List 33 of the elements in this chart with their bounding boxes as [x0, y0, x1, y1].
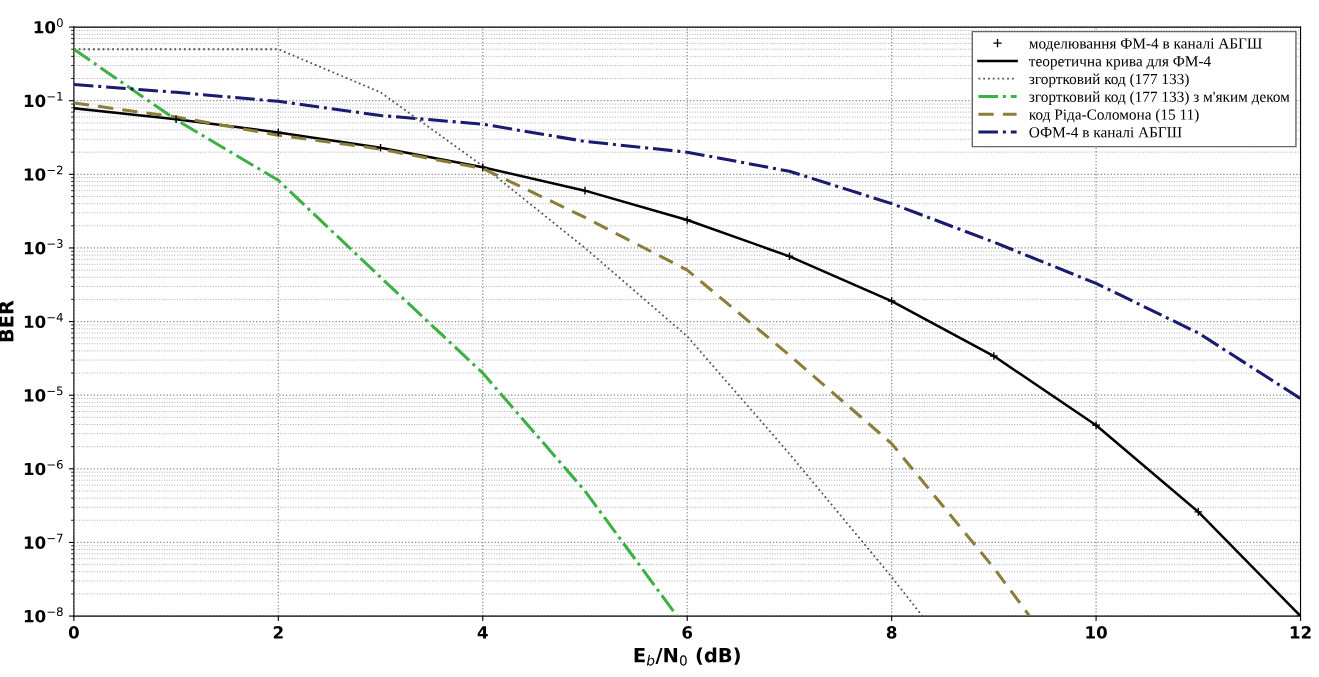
y-tick-label: 10$^{−1}$: [24, 92, 63, 108]
x-tick-label: 2: [273, 626, 283, 639]
y-tick-label: 10$^{−3}$: [24, 239, 63, 255]
y-tick-label: 10$^{−2}$: [24, 165, 63, 181]
x-tick-label: 12: [1290, 626, 1311, 639]
x-tick-label: 4: [477, 626, 488, 639]
point: [989, 351, 999, 361]
line-series: [73, 48, 924, 617]
x-tick-label: 0: [68, 626, 79, 639]
y-tick-label: 10$^{−8}$: [24, 607, 63, 623]
point: [478, 162, 488, 172]
y-tick-label: 10$^{−5}$: [24, 386, 63, 402]
y-tick-label: 10$^{−7}$: [24, 533, 63, 549]
x-tick-label: 6: [682, 626, 693, 639]
y-tick-label: 10$^{−4}$: [24, 312, 63, 329]
legend-label: теоретична крива для ФМ-4: [1029, 56, 1211, 70]
legend-label: ОФМ-4 в каналі АБГШ: [1029, 127, 1182, 138]
point: [1091, 420, 1101, 430]
line-series: [73, 47, 679, 617]
legend-label: згортковий код (177 133): [1029, 73, 1189, 88]
x-axis-title: E$_{b}$/N$_{0}$ (dB): [634, 647, 740, 666]
y-tick-label: 10$^{0}$: [34, 18, 63, 34]
legend-label: код Ріда-Соломона (15 11): [1029, 108, 1199, 123]
point: [887, 296, 897, 306]
legend-label: моделювання ФМ-4 в каналі АБГШ: [1029, 38, 1262, 52]
x-tick-label: 10: [1086, 626, 1107, 639]
y-tick-label: 10$^{−6}$: [24, 459, 63, 476]
legend-label: згортковий код (177 133) з м'яким деком: [1029, 91, 1290, 106]
x-tick-label: 8: [886, 626, 897, 639]
point: [682, 215, 692, 225]
point: [580, 186, 590, 196]
point: [1193, 507, 1203, 517]
y-axis-title: BER: [0, 300, 14, 342]
